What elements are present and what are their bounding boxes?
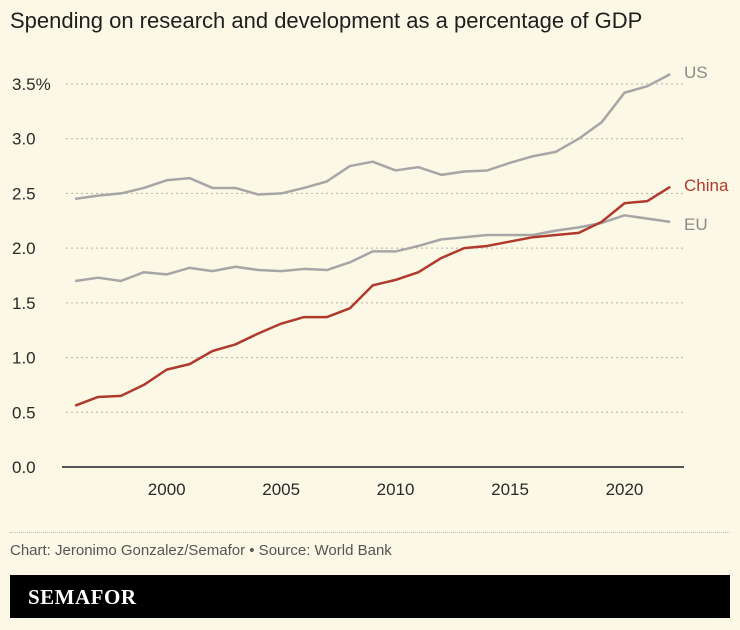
x-tick-label: 2000 [148, 480, 186, 499]
series-label-eu: EU [684, 215, 708, 234]
y-tick-label: 0.0 [12, 458, 36, 477]
divider [10, 532, 730, 533]
y-tick-label: 0.5 [12, 403, 36, 422]
series-label-us: US [684, 63, 708, 82]
source-credit: Chart: Jeronimo Gonzalez/Semafor • Sourc… [10, 542, 392, 559]
y-tick-label: 3.5% [12, 75, 51, 94]
line-chart: 0.0 0.5 1.0 1.5 2.0 2.5 3.0 3.5% 2000 2005 2010 201… [12, 63, 729, 499]
x-tick-label: 2015 [491, 480, 529, 499]
brand-bar: SEMAFOR [10, 575, 730, 618]
series-label-china: China [684, 176, 729, 195]
chart-title: Spending on research and development as … [10, 8, 643, 33]
x-tick-label: 2020 [606, 480, 644, 499]
y-tick-label: 2.5 [12, 184, 36, 203]
series-line-china [74, 185, 671, 407]
x-tick-label: 2010 [377, 480, 415, 499]
series-line-us [74, 73, 671, 201]
series-line-eu [74, 214, 671, 283]
semafor-logo: SEMAFOR [28, 585, 137, 609]
x-tick-label: 2005 [262, 480, 300, 499]
y-tick-label: 1.0 [12, 349, 36, 368]
y-tick-label: 3.0 [12, 130, 36, 149]
y-tick-label: 1.5 [12, 294, 36, 313]
y-tick-label: 2.0 [12, 239, 36, 258]
